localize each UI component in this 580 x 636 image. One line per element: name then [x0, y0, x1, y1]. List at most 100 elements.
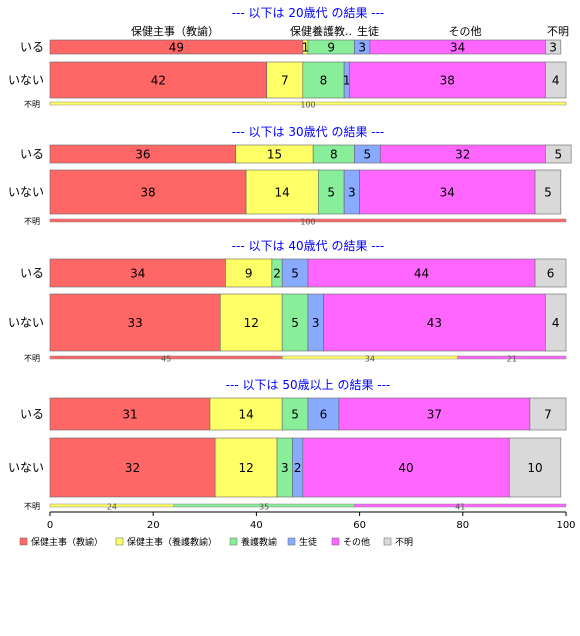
data-label: 6	[547, 267, 555, 281]
bar-segment	[225, 258, 273, 288]
bar-segment	[281, 293, 309, 352]
data-label: 3	[358, 41, 366, 55]
data-label: 5	[291, 316, 299, 330]
data-label: 5	[554, 148, 562, 162]
data-label: 1	[302, 41, 310, 55]
legend-swatch	[331, 537, 340, 546]
bar-segment	[219, 293, 283, 352]
data-label: 8	[320, 74, 328, 88]
data-label: 5	[327, 186, 335, 200]
legend-label: 保健主事（教諭）	[31, 536, 103, 548]
data-label: 5	[291, 408, 299, 422]
unknown-value-label: 21	[507, 355, 517, 364]
data-label: 34	[130, 267, 145, 281]
bar-segment	[508, 437, 562, 498]
panel-title: --- 以下は 20歳代 の結果 ---	[232, 6, 385, 20]
data-label: 14	[238, 408, 253, 422]
data-label: 6	[320, 408, 328, 422]
column-header: 保健養護教..	[290, 24, 352, 38]
data-label: 40	[398, 461, 413, 475]
data-label: 7	[281, 74, 289, 88]
data-label: 12	[244, 316, 259, 330]
bar-segment	[281, 258, 309, 288]
bar-segment	[545, 39, 562, 55]
x-tick-label: 40	[250, 520, 263, 531]
data-label: 3	[549, 41, 557, 55]
bar-segment	[49, 437, 216, 498]
data-label: 1	[343, 74, 351, 88]
bar-segment	[209, 397, 283, 431]
data-label: 37	[427, 408, 442, 422]
bar-segment	[49, 293, 221, 352]
bar-segment	[545, 144, 572, 164]
data-label: 44	[414, 267, 429, 281]
bar-segment	[49, 169, 247, 215]
data-label: 33	[127, 316, 142, 330]
data-label: 8	[330, 148, 338, 162]
unknown-value-label: 41	[455, 503, 465, 512]
data-label: 36	[135, 148, 150, 162]
x-tick-label: 60	[353, 520, 366, 531]
legend-swatch	[383, 537, 392, 546]
data-label: 32	[125, 461, 140, 475]
legend-label: 生徒	[299, 536, 317, 548]
bar-segment	[307, 258, 536, 288]
column-header: 生徒	[357, 24, 379, 38]
bar-segment	[359, 169, 536, 215]
x-tick-label: 80	[456, 520, 469, 531]
bar-segment	[49, 258, 226, 288]
data-label: 3	[281, 461, 289, 475]
data-label: 9	[327, 41, 335, 55]
bar-segment	[49, 61, 268, 99]
data-label: 15	[267, 148, 282, 162]
unknown-bar-segment	[49, 218, 567, 223]
unknown-value-label: 100	[300, 218, 315, 227]
x-tick-label: 100	[556, 520, 575, 531]
data-label: 2	[294, 461, 302, 475]
legend-swatch	[19, 537, 28, 546]
row-label: いる	[20, 266, 44, 280]
bar-segment	[545, 61, 567, 99]
bar-segment	[545, 293, 567, 352]
data-label: 4	[552, 74, 560, 88]
legend-swatch	[115, 537, 124, 546]
legend-swatch	[229, 537, 238, 546]
data-label: 31	[122, 408, 137, 422]
unknown-value-label: 45	[161, 355, 171, 364]
data-label: 49	[169, 41, 184, 55]
data-label: 9	[245, 267, 253, 281]
unknown-label: 不明	[24, 502, 40, 511]
unknown-value-label: 100	[300, 101, 315, 110]
data-label: 32	[455, 148, 470, 162]
unknown-label: 不明	[24, 354, 40, 363]
row-label: いる	[20, 407, 44, 421]
data-label: 3	[312, 316, 320, 330]
legend-swatch	[287, 537, 296, 546]
column-header: その他	[449, 25, 482, 38]
panel-title: --- 以下は 40歳代 の結果 ---	[232, 239, 385, 253]
row-label: いない	[8, 461, 44, 475]
bar-segment	[323, 293, 546, 352]
unknown-value-label: 34	[365, 355, 375, 364]
unknown-value-label: 24	[107, 503, 117, 512]
bar-segment	[348, 61, 546, 99]
data-label: 7	[544, 408, 552, 422]
unknown-label: 不明	[24, 100, 40, 109]
row-label: いる	[20, 40, 44, 54]
unknown-label: 不明	[24, 217, 40, 226]
row-label: いない	[8, 185, 44, 199]
data-label: 42	[151, 74, 166, 88]
legend-label: 不明	[395, 537, 413, 548]
row-label: いない	[8, 316, 44, 330]
bar-segment	[529, 397, 567, 431]
data-label: 12	[238, 461, 253, 475]
row-label: いる	[20, 147, 44, 161]
panel-title: --- 以下は 50歳以上 の結果 ---	[226, 378, 391, 392]
data-label: 34	[440, 186, 455, 200]
data-label: 5	[291, 267, 299, 281]
data-label: 3	[348, 186, 356, 200]
bar-segment	[245, 169, 319, 215]
bar-segment	[266, 61, 304, 99]
bar-segment	[534, 169, 562, 215]
legend-label: 養護教諭	[241, 536, 277, 548]
